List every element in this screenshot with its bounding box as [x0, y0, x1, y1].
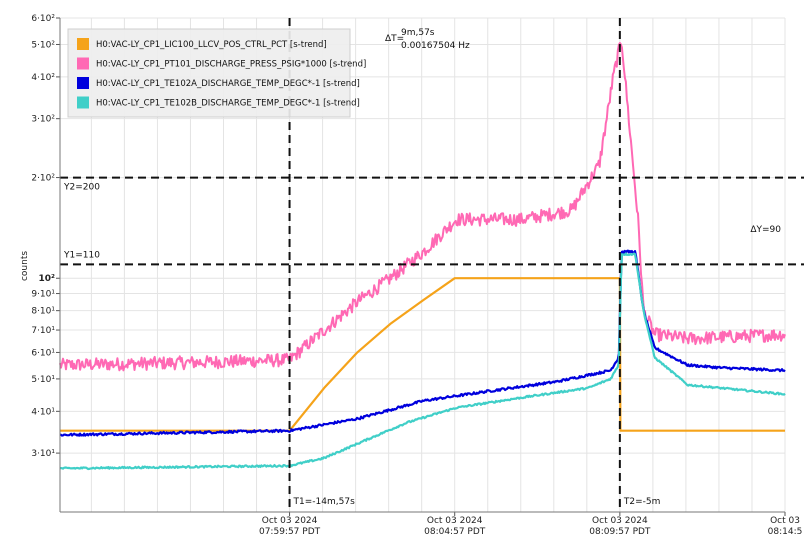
y-tick-label: 6·10¹: [31, 348, 55, 358]
y-tick-label: 8·10¹: [31, 307, 55, 317]
y-tick-label: 2·10²: [31, 174, 55, 184]
legend-entry-label: H0:VAC-LY_CP1_LIC100_LLCV_POS_CTRL_PCT […: [96, 40, 327, 50]
x-tick-label-time: 08:04:57 PDT: [424, 527, 486, 537]
axis-layer: 3·10¹ 4·10¹ 5·10¹ 6·10¹ 7·10¹ 8·10¹ 9·10¹ 10² 2·…: [31, 14, 802, 537]
y-tick-label: 5·10¹: [31, 375, 55, 385]
series-line-2: [59, 42, 786, 372]
delta-t-value: 9m,57s: [401, 28, 435, 38]
legend-swatch: [77, 38, 89, 50]
x-tick-label-date: Oct 03 2024: [262, 516, 318, 526]
x-tick-label-date: Oct 03 2024: [427, 516, 483, 526]
x-tick-label-date: Oct 03 2024: [592, 516, 648, 526]
delta-t-frequency: 0.00167504 Hz: [401, 41, 470, 51]
x-tick-label-time: 07:59:57 PDT: [259, 527, 321, 537]
x-tick-label-date: Oct 03: [770, 516, 800, 526]
y-tick-label: 9·10¹: [31, 290, 55, 300]
legend-swatch: [77, 96, 89, 109]
legend: H0:VAC-LY_CP1_LIC100_LLCV_POS_CTRL_PCT […: [67, 28, 366, 118]
series-layer: [59, 42, 786, 471]
y-tick-label: 6·10²: [31, 14, 55, 24]
series-line-4: [59, 252, 786, 471]
y-tick-label: 3·10¹: [31, 449, 55, 459]
y-tick-label: 7·10¹: [31, 326, 55, 336]
legend-entry-label: H0:VAC-LY_CP1_TE102B_DISCHARGE_TEMP_DEGC…: [96, 99, 360, 109]
legend-background: [67, 28, 351, 118]
vertical-cursor-label: T2=-5m: [623, 497, 661, 507]
delta-y-readout: ΔY=90: [750, 225, 781, 235]
y-tick-label: 5·10²: [31, 40, 55, 50]
series-line-1: [60, 277, 785, 432]
y-tick-label: 3·10²: [31, 115, 55, 125]
y-tick-label: 4·10²: [31, 73, 55, 83]
legend-swatch: [77, 57, 89, 70]
horizontal-cursor-label: Y2=200: [63, 183, 100, 193]
legend-entry-label: H0:VAC-LY_CP1_TE102A_DISCHARGE_TEMP_DEGC…: [96, 79, 360, 89]
vertical-cursor-label: T1=-14m,57s: [293, 497, 356, 507]
y-axis-label: counts: [20, 251, 30, 281]
x-tick-label-time: 08:09:57 PDT: [589, 527, 651, 537]
legend-swatch: [77, 77, 89, 89]
y-tick-label: 10²: [39, 274, 56, 284]
legend-entry-label: H0:VAC-LY_CP1_PT101_DISCHARGE_PRESS_PSIG…: [96, 60, 366, 70]
horizontal-cursor-label: Y1=110: [63, 250, 100, 260]
x-tick-label-time: 08:14:5: [768, 527, 803, 537]
delta-t-label: ΔT=: [385, 34, 404, 44]
series-line-3: [59, 249, 786, 437]
y-tick-label: 4·10¹: [31, 407, 55, 417]
